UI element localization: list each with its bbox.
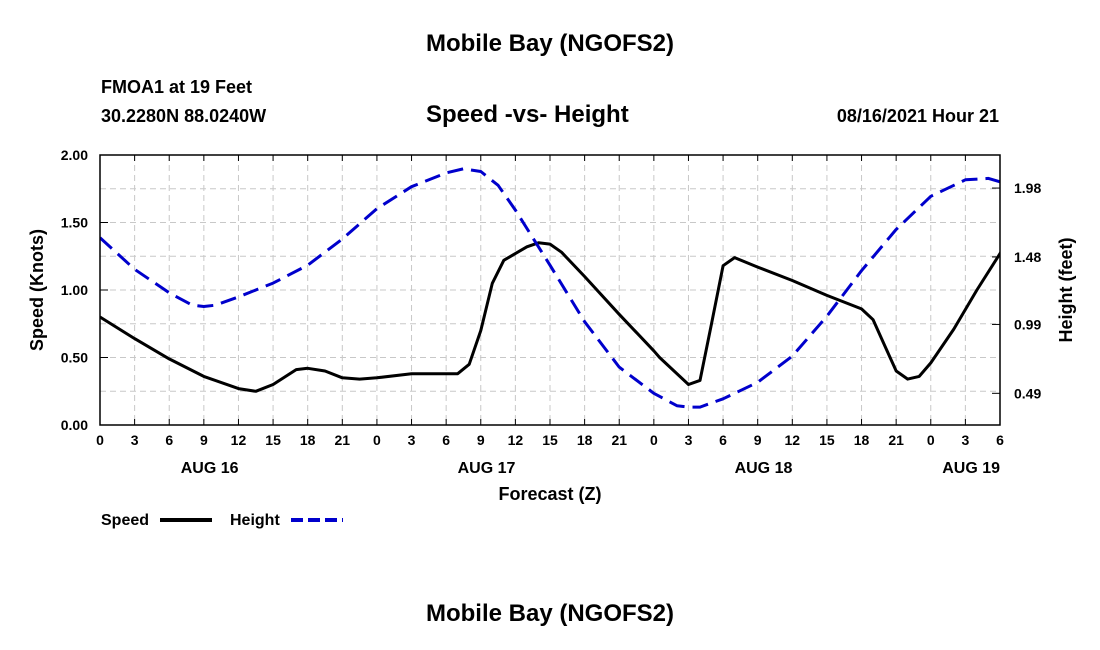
chart-subtitle: Speed -vs- Height xyxy=(426,101,629,128)
y2-tick-label: 0.99 xyxy=(1014,316,1041,332)
legend-height-label: Height xyxy=(230,512,280,529)
x-tick-label: 9 xyxy=(477,432,485,448)
x-axis-label: Forecast (Z) xyxy=(498,484,601,504)
y-tick-label: 0.00 xyxy=(61,417,88,433)
x-day-label: AUG 18 xyxy=(735,460,793,477)
x-tick-label: 3 xyxy=(685,432,693,448)
x-tick-label: 21 xyxy=(888,432,904,448)
forecast-datetime: 08/16/2021 Hour 21 xyxy=(836,106,999,126)
x-tick-label: 0 xyxy=(927,432,935,448)
coordinates-label: 30.2280N 88.0240W xyxy=(101,106,267,126)
x-tick-label: 18 xyxy=(854,432,870,448)
x-tick-label: 6 xyxy=(442,432,450,448)
tick-layer xyxy=(99,154,1001,426)
x-tick-label: 6 xyxy=(719,432,727,448)
y-tick-label: 1.00 xyxy=(61,282,88,298)
x-tick-label: 12 xyxy=(508,432,524,448)
y2-tick-label: 1.98 xyxy=(1014,180,1041,196)
x-tick-label: 12 xyxy=(785,432,801,448)
station-label: FMOA1 at 19 Feet xyxy=(101,77,253,97)
x-tick-label: 21 xyxy=(611,432,627,448)
bottom-title: Mobile Bay (NGOFS2) xyxy=(425,600,675,627)
x-tick-label: 15 xyxy=(542,432,558,448)
grid-lines xyxy=(100,155,1000,425)
x-tick-label: 12 xyxy=(231,432,247,448)
y-tick-label: 0.50 xyxy=(61,350,88,366)
x-tick-label: 15 xyxy=(265,432,281,448)
x-tick-label: 6 xyxy=(996,432,1004,448)
series-line-height xyxy=(100,167,1000,409)
x-tick-label: 3 xyxy=(408,432,416,448)
x-day-label: AUG 16 xyxy=(181,460,239,477)
x-tick-label: 9 xyxy=(200,432,208,448)
series-layer xyxy=(100,167,1000,409)
x-tick-label: 21 xyxy=(335,432,351,448)
x-tick-label: 3 xyxy=(961,432,969,448)
x-tick-label: 9 xyxy=(754,432,762,448)
x-tick-label: 3 xyxy=(131,432,139,448)
x-tick-label: 6 xyxy=(165,432,173,448)
x-tick-label: 18 xyxy=(300,432,316,448)
x-day-label: AUG 17 xyxy=(458,460,516,477)
x-tick-label: 0 xyxy=(650,432,658,448)
y-tick-label: 1.50 xyxy=(61,215,88,231)
x-day-label: AUG 19 xyxy=(942,460,1000,477)
y2-axis-label: Height (feet) xyxy=(1056,238,1076,343)
tick-label-layer: 0 3 6 9 12 15 18 21 0 3 6 9 12 15 18 21 0 3 6 9 12 15 18 21 0 3 6A… xyxy=(61,147,1042,477)
top-title: Mobile Bay (NGOFS2) xyxy=(425,30,675,57)
x-tick-label: 0 xyxy=(373,432,381,448)
legend-speed-label: Speed xyxy=(101,512,149,529)
series-line-speed xyxy=(100,241,1000,393)
y2-tick-label: 0.49 xyxy=(1014,385,1041,401)
x-tick-label: 0 xyxy=(96,432,104,448)
y2-tick-label: 1.48 xyxy=(1014,249,1041,265)
legend: Speed Height xyxy=(101,512,343,529)
y-tick-label: 2.00 xyxy=(61,147,88,163)
x-tick-label: 18 xyxy=(577,432,593,448)
y-axis-label: Speed (Knots) xyxy=(27,229,47,351)
x-tick-label: 15 xyxy=(819,432,835,448)
